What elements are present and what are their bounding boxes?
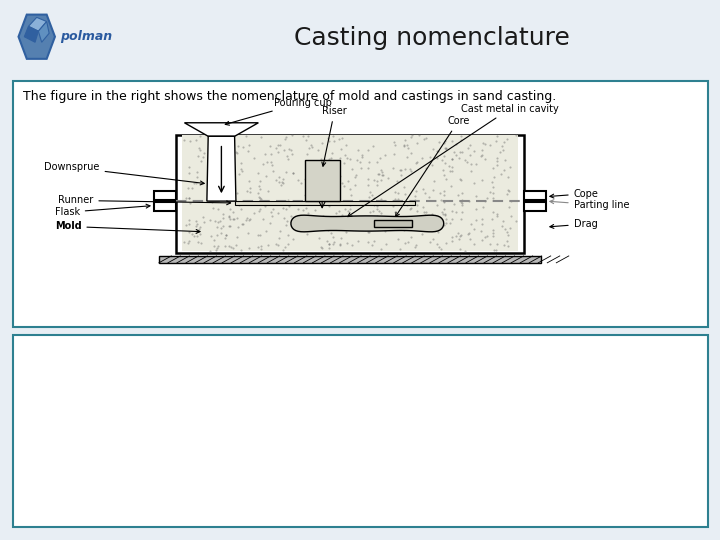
Text: Cope: Cope <box>550 188 598 199</box>
Text: Drag: Drag <box>550 219 598 229</box>
FancyBboxPatch shape <box>13 81 708 327</box>
Text: The figure in the right shows the nomenclature of mold and castings in sand cast: The figure in the right shows the nomenc… <box>23 90 557 103</box>
Bar <box>305 160 340 201</box>
Polygon shape <box>38 22 49 42</box>
Text: Core: Core <box>395 116 469 217</box>
Text: Flask: Flask <box>55 204 150 217</box>
Polygon shape <box>24 26 38 42</box>
Bar <box>154 191 176 200</box>
Bar <box>176 135 523 253</box>
Bar <box>181 201 518 251</box>
Bar <box>159 256 541 263</box>
Bar <box>235 201 415 205</box>
FancyBboxPatch shape <box>13 335 708 526</box>
Polygon shape <box>184 123 258 136</box>
Bar <box>523 202 546 211</box>
Text: Runner: Runner <box>58 195 230 205</box>
Text: Riser: Riser <box>322 106 347 166</box>
Text: Casting nomenclature: Casting nomenclature <box>294 26 570 50</box>
Text: polman: polman <box>60 30 112 43</box>
Polygon shape <box>207 136 236 201</box>
Text: Downsprue: Downsprue <box>44 163 204 185</box>
Text: Cast metal in cavity: Cast metal in cavity <box>348 104 559 217</box>
Text: Pouring cup: Pouring cup <box>225 98 331 125</box>
Polygon shape <box>291 215 444 232</box>
Text: Mold: Mold <box>55 221 200 233</box>
Polygon shape <box>19 15 55 59</box>
Polygon shape <box>29 17 47 31</box>
Text: Parting line: Parting line <box>550 200 629 210</box>
Bar <box>154 202 176 211</box>
Bar <box>523 191 546 200</box>
Bar <box>374 220 413 227</box>
Bar <box>181 135 518 201</box>
